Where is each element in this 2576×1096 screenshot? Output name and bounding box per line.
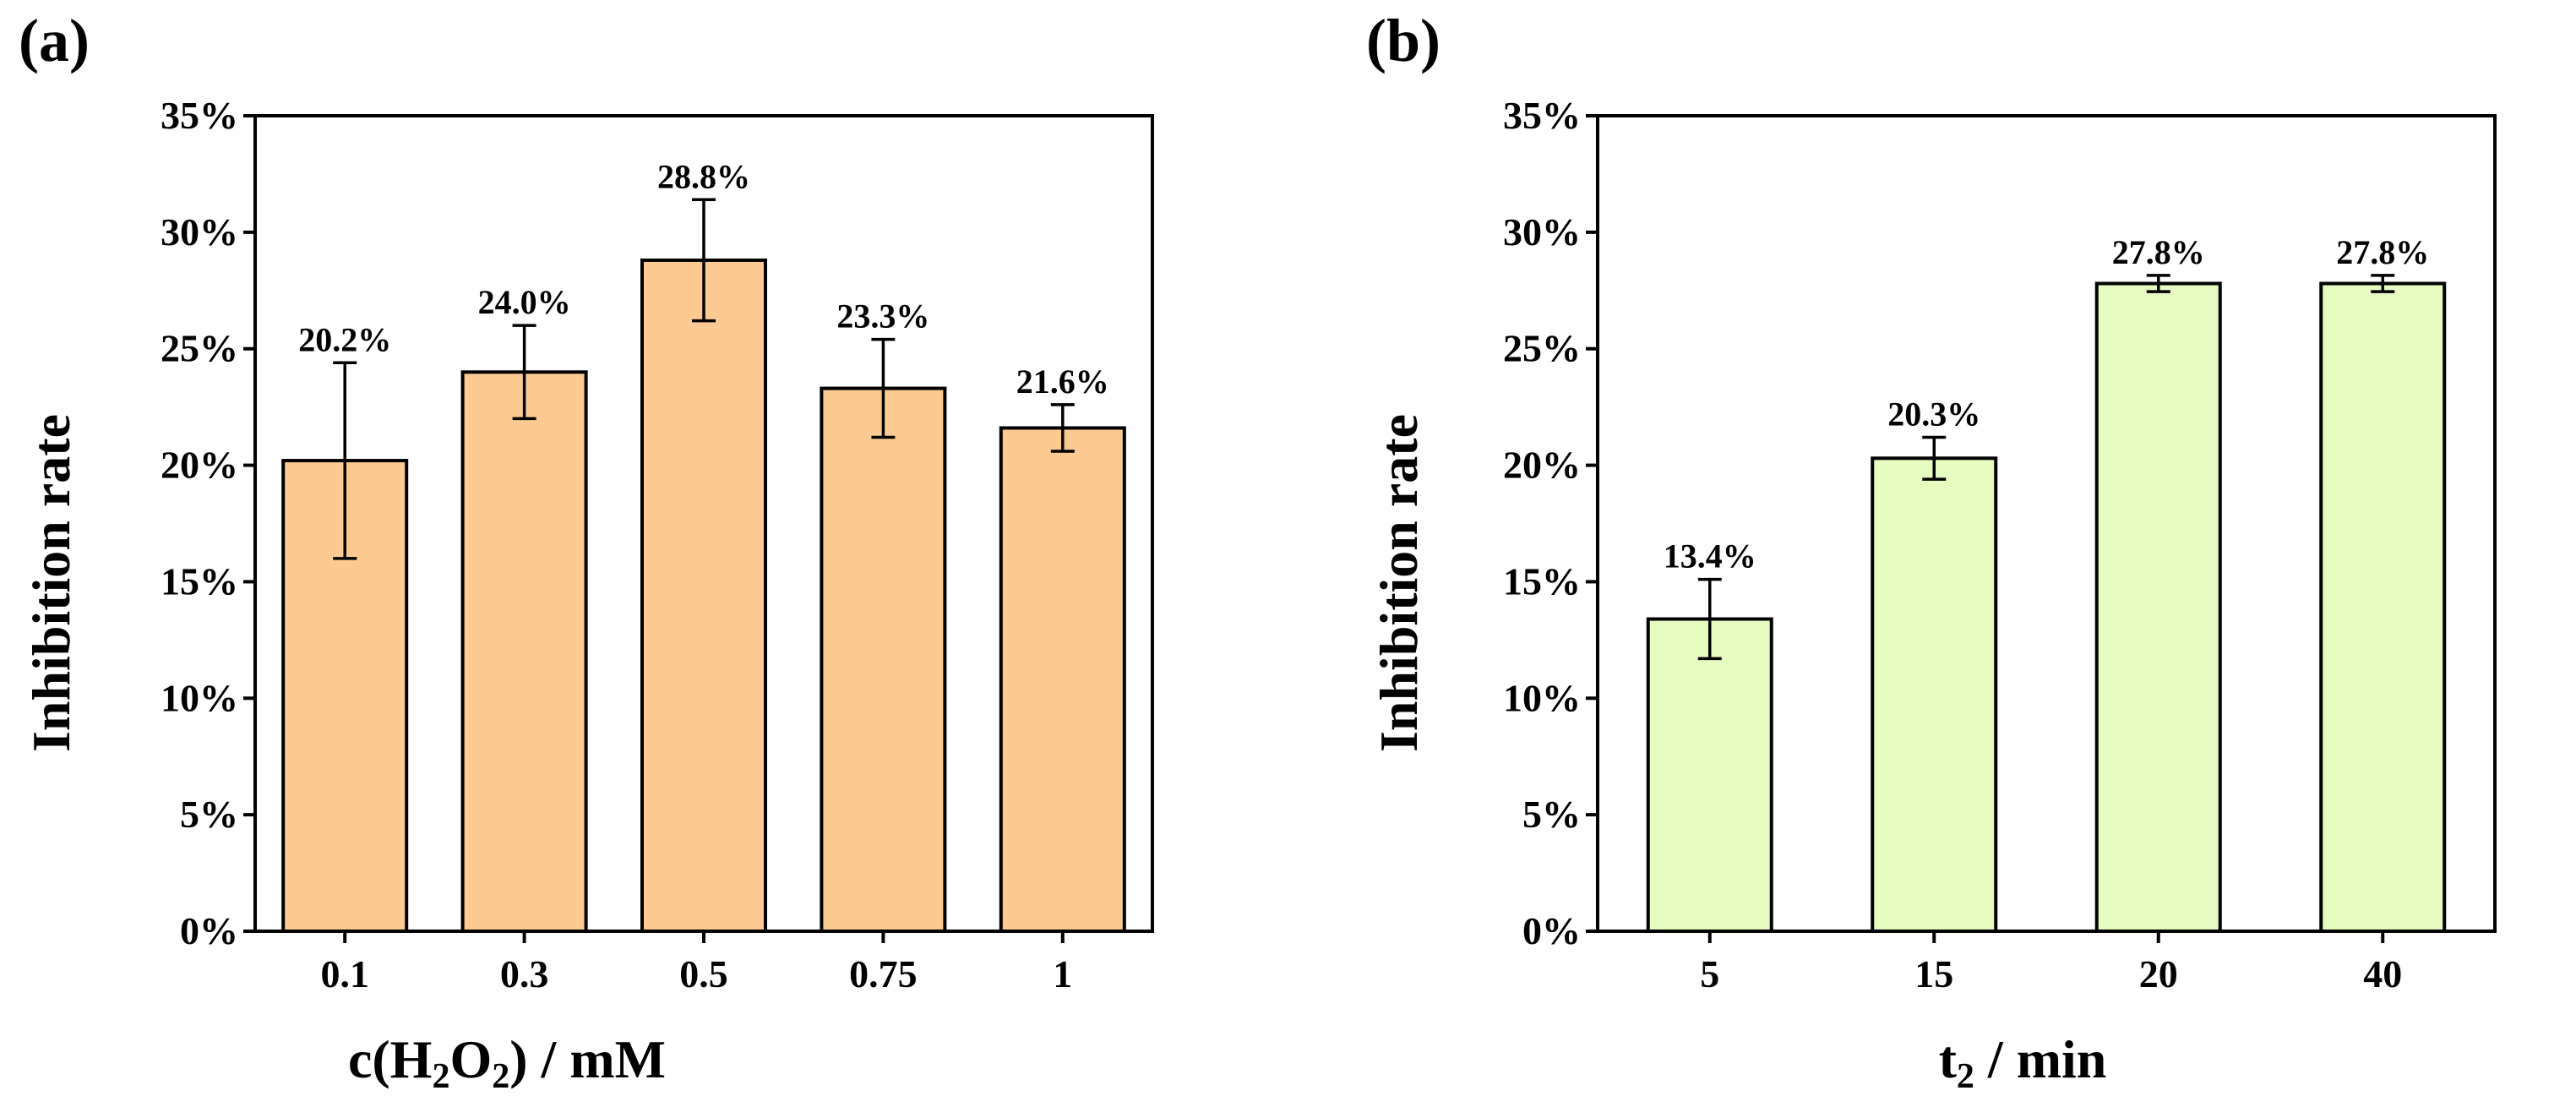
y-tick-label: 10% xyxy=(1503,676,1581,719)
x-title-subscript: 2 xyxy=(1957,1057,1974,1096)
x-title-part: / min xyxy=(1974,1029,2106,1089)
error-bar xyxy=(1050,403,1075,453)
x-tick-label: 5 xyxy=(1700,952,1719,995)
x-title-part: c(H xyxy=(348,1029,433,1089)
y-tick-label: 30% xyxy=(1503,210,1581,254)
y-tick-label: 0% xyxy=(180,909,238,952)
y-tick-label: 10% xyxy=(161,676,238,719)
bar xyxy=(1646,617,1773,933)
panel-a-error-bars xyxy=(333,198,1075,560)
y-tick-label: 35% xyxy=(161,94,238,137)
panel-b-bars xyxy=(1646,281,2447,933)
bar xyxy=(460,370,588,933)
x-tick-label: 20 xyxy=(2139,952,2178,995)
y-tick-label: 20% xyxy=(1503,444,1581,487)
panel-b-label: (b) xyxy=(1366,7,1440,74)
x-tick-label: 0.75 xyxy=(849,952,918,995)
data-label: 21.6% xyxy=(1016,363,1109,401)
panel-a-x-axis-title: c(H2O2) / mM xyxy=(348,1029,666,1096)
data-label: 23.3% xyxy=(836,297,929,335)
panel-b-error-bars xyxy=(1697,274,2395,661)
error-bar xyxy=(333,361,357,560)
y-tick-label: 15% xyxy=(1503,559,1581,603)
panel-a-label: (a) xyxy=(19,7,90,74)
panel-a-chart: (a) Inhibition rate c(H2O2) / mM 20.2%24… xyxy=(19,7,1154,1096)
y-tick-label: 15% xyxy=(161,559,238,603)
y-tick-label: 25% xyxy=(161,327,238,370)
panel-a-bars xyxy=(281,258,1126,934)
x-title-subscript: 2 xyxy=(492,1057,509,1096)
panel-b-data-labels: 13.4% 20.3% 27.8% 27.8% xyxy=(1664,233,2430,575)
data-label: 24.0% xyxy=(478,283,571,321)
error-bar xyxy=(512,324,536,421)
panel-b-y-ticks: 0% 5% 10% 15% 20% 25% 30% 35% xyxy=(1503,94,1598,952)
panel-a-data-labels: 20.2% 24.0% 28.8% 23.3% 21.6% xyxy=(298,157,1109,401)
y-tick-label: 35% xyxy=(1503,94,1581,137)
panel-b-x-axis-title: t2 / min xyxy=(1939,1029,2107,1096)
y-tick-label: 25% xyxy=(1503,327,1581,370)
error-bar xyxy=(1697,577,1722,661)
x-tick-label: 0.1 xyxy=(320,952,369,995)
bar xyxy=(820,386,947,934)
error-bar xyxy=(692,198,716,323)
bar xyxy=(999,426,1126,933)
x-title-subscript: 2 xyxy=(432,1057,449,1096)
x-title-part: t xyxy=(1939,1029,1958,1089)
x-tick-label: 0.3 xyxy=(500,952,549,995)
data-label: 27.8% xyxy=(2112,233,2205,271)
x-tick-label: 15 xyxy=(1914,952,1953,995)
bar xyxy=(2094,281,2222,933)
panel-a-y-ticks: 0% 5% 10% 15% 20% 25% 30% 35% xyxy=(161,94,255,952)
x-title-part: O xyxy=(449,1029,492,1089)
error-bar xyxy=(2146,274,2170,293)
x-title-part: ) / mM xyxy=(509,1029,666,1089)
data-label: 20.2% xyxy=(298,320,391,358)
panel-b-plot-frame xyxy=(1596,114,2497,933)
bar xyxy=(1871,456,1998,933)
x-tick-label: 0.5 xyxy=(679,952,728,995)
bar xyxy=(640,258,767,933)
panel-a-plot-frame xyxy=(253,114,1154,933)
y-tick-label: 20% xyxy=(161,444,238,487)
panel-b-chart: (b) Inhibition rate t2 / min 13.4% 20.3% 2… xyxy=(1366,7,2497,1096)
x-tick-label: 1 xyxy=(1053,952,1072,995)
error-bar xyxy=(2371,274,2395,293)
y-tick-label: 5% xyxy=(1522,793,1581,836)
data-label: 28.8% xyxy=(657,157,750,195)
error-bar xyxy=(1922,435,1947,481)
panel-a-x-ticks: 0.1 0.3 0.5 0.75 1 xyxy=(320,931,1072,995)
bar xyxy=(2319,281,2447,933)
y-tick-label: 0% xyxy=(1522,909,1581,952)
y-tick-label: 30% xyxy=(161,210,238,254)
panel-b-y-axis-title: Inhibition rate xyxy=(1369,414,1429,752)
error-bar xyxy=(871,337,896,439)
data-label: 27.8% xyxy=(2336,233,2429,271)
panel-a-y-axis-title: Inhibition rate xyxy=(21,414,81,752)
data-label: 20.3% xyxy=(1887,395,1980,433)
data-label: 13.4% xyxy=(1664,537,1756,575)
panel-b-x-ticks: 5 15 20 40 xyxy=(1700,931,2402,995)
x-tick-label: 40 xyxy=(2363,952,2402,995)
y-tick-label: 5% xyxy=(180,793,238,836)
